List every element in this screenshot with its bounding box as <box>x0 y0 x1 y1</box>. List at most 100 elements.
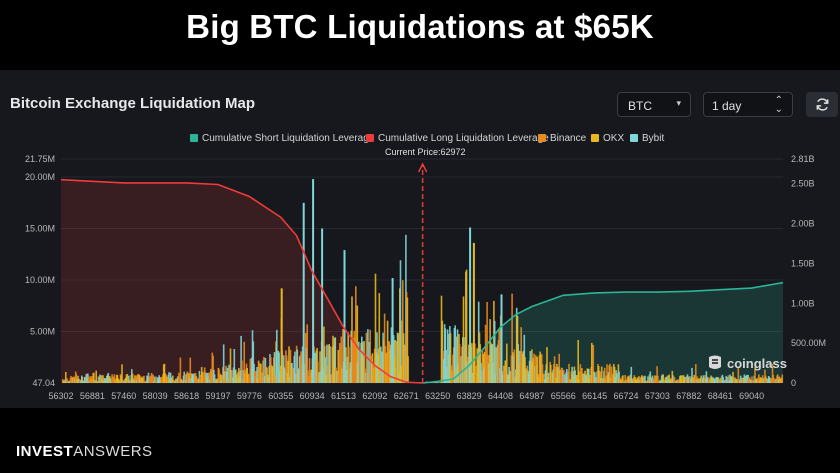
bar-binance <box>652 377 655 383</box>
bar-bybit <box>390 327 393 383</box>
bar-bybit <box>661 374 664 383</box>
bar-binance <box>677 379 680 383</box>
legend-item-okx[interactable]: OKX <box>591 133 624 144</box>
cumulative-short-line <box>422 281 784 384</box>
x-axis-tick: 57460 <box>111 391 136 401</box>
bar-bybit <box>649 371 652 383</box>
bar-okx <box>319 351 321 383</box>
x-axis-tick: 64987 <box>519 391 544 401</box>
bar-okx <box>449 333 452 383</box>
bar-binance <box>654 375 656 383</box>
long-area-fill <box>61 179 423 383</box>
bar-binance <box>263 357 265 383</box>
bar-okx <box>65 372 67 383</box>
peak-bar-bybit <box>469 227 472 383</box>
bar-okx <box>260 363 262 383</box>
bar-binance <box>541 364 544 383</box>
cumulative-long-line <box>60 178 423 384</box>
legend-item-long[interactable]: Cumulative Long Liquidation Leverage <box>366 133 549 144</box>
legend-label-bybit: Bybit <box>642 133 665 144</box>
bar-binance <box>260 377 263 383</box>
range-select[interactable]: 1 day ⌃ ⌄ <box>703 92 793 117</box>
bar-bybit <box>630 366 633 383</box>
bar-okx <box>407 356 409 383</box>
legend-item-short[interactable]: Cumulative Short Liquidation Leverage <box>190 133 374 144</box>
bar-binance <box>241 360 243 383</box>
bar-okx <box>693 374 696 383</box>
bar-binance <box>178 372 180 383</box>
bar-okx <box>620 379 623 383</box>
bar-binance <box>486 302 488 383</box>
legend-item-binance[interactable]: Binance <box>538 133 586 144</box>
bar-okx <box>509 371 512 383</box>
bar-okx <box>378 293 381 383</box>
bar-binance <box>243 341 245 383</box>
bar-binance <box>538 355 541 383</box>
bar-okx <box>93 372 95 383</box>
legend-item-bybit[interactable]: Bybit <box>630 133 664 144</box>
bar-binance <box>619 377 621 383</box>
bar-okx <box>506 343 508 383</box>
headline: Big BTC Liquidations at $65K <box>186 8 654 45</box>
bar-bybit <box>706 376 708 383</box>
bar-binance <box>599 371 601 383</box>
bar-binance <box>306 324 308 383</box>
bar-binance <box>231 370 233 383</box>
bar-bybit <box>445 349 447 383</box>
left-axis-tick: 47.04 <box>32 378 55 388</box>
bar-binance <box>467 356 469 383</box>
bar-binance <box>758 374 760 383</box>
bar-okx <box>288 346 290 383</box>
bar-binance <box>704 375 706 383</box>
legend-swatch-long <box>366 134 374 142</box>
bar-okx <box>238 367 240 383</box>
range-select-value: 1 day <box>712 99 742 113</box>
bar-binance <box>72 381 75 383</box>
bar-binance <box>511 293 513 383</box>
bar-bybit <box>616 373 618 383</box>
right-axis-tick: 2.00B <box>791 219 815 229</box>
bar-bybit <box>487 363 490 383</box>
bar-binance <box>777 374 779 383</box>
bar-bybit <box>490 345 493 383</box>
bar-okx <box>622 375 624 383</box>
coinglass-logo: coinglass <box>706 354 787 372</box>
current-price-arrow <box>417 162 428 173</box>
bar-okx <box>598 370 601 383</box>
bar-bybit <box>213 374 216 383</box>
peak-bar-okx <box>280 288 283 383</box>
bar-bybit <box>618 371 620 383</box>
bar-okx <box>736 379 738 383</box>
bar-binance <box>737 366 740 383</box>
bar-bybit <box>256 367 258 383</box>
bar-binance <box>568 363 570 383</box>
x-axis-tick: 67303 <box>645 391 670 401</box>
bar-binance <box>513 349 516 383</box>
x-axis-tick: 66145 <box>582 391 607 401</box>
bar-okx <box>682 375 684 383</box>
asset-select[interactable]: BTC ▾ <box>617 92 691 117</box>
right-axis-tick: 2.81B <box>791 155 815 164</box>
bar-binance <box>543 373 545 383</box>
bar-bybit <box>726 381 728 383</box>
bar-okx <box>118 380 120 383</box>
refresh-button[interactable] <box>806 92 838 117</box>
bar-binance <box>639 377 642 383</box>
bar-binance <box>558 353 560 383</box>
bar-okx <box>600 366 603 383</box>
bar-okx <box>116 375 119 383</box>
bar-okx <box>465 269 468 383</box>
bar-okx <box>668 374 670 383</box>
bar-bybit <box>722 376 724 383</box>
peak-bar-bybit <box>500 294 503 383</box>
bar-okx <box>356 305 359 383</box>
bar-okx <box>550 364 552 383</box>
bar-binance <box>727 375 730 383</box>
bar-binance <box>259 363 261 383</box>
bar-okx <box>337 349 340 383</box>
left-axis-tick: 20.00M <box>25 172 55 182</box>
bar-binance <box>366 373 368 383</box>
liquidation-map-panel <box>0 70 840 408</box>
x-axis-tick: 56302 <box>48 391 73 401</box>
current-price-label: Current Price:62972 <box>385 147 466 157</box>
